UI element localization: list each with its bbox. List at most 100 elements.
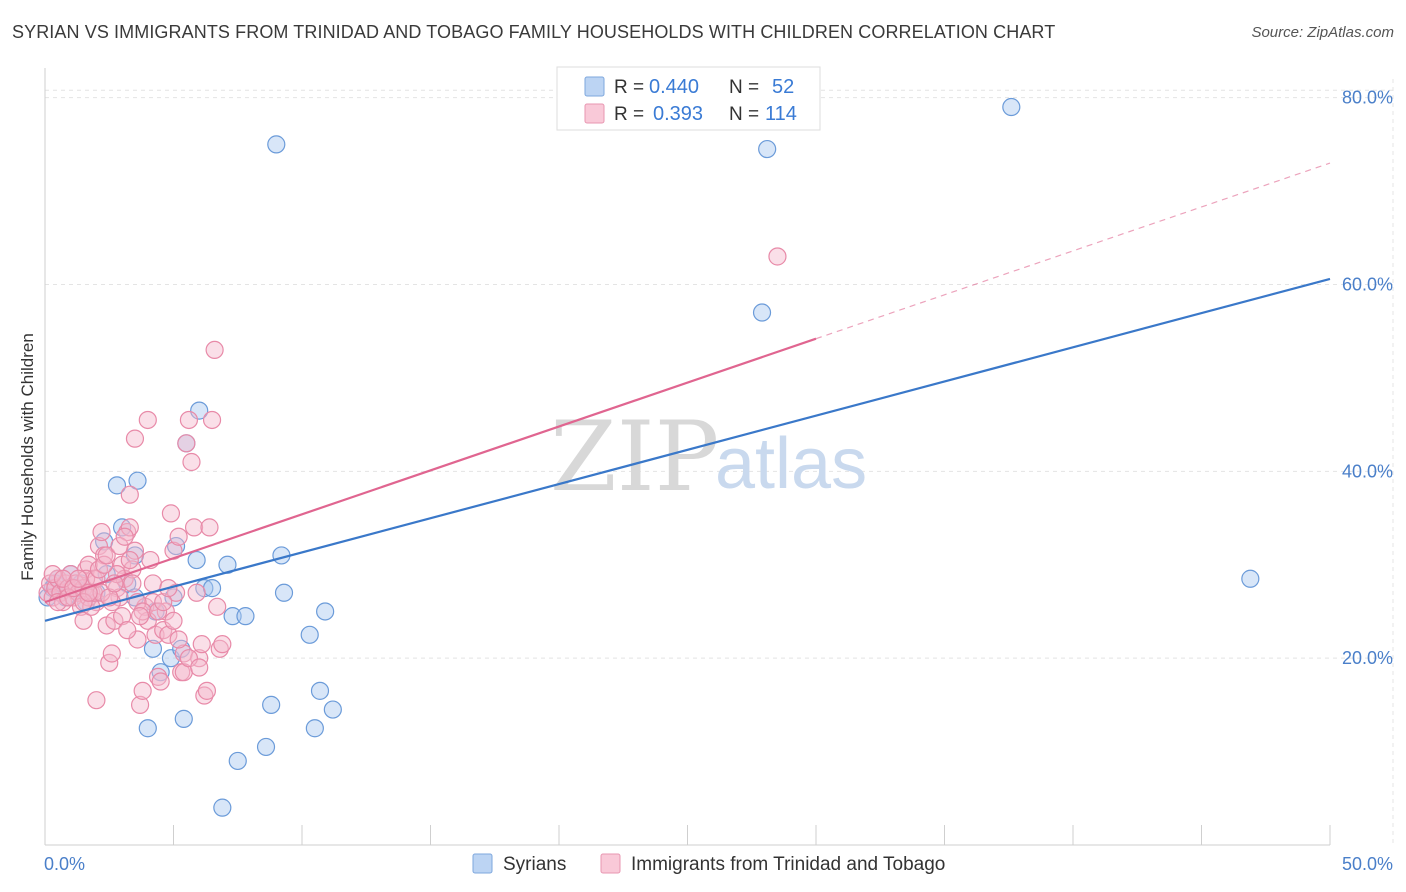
point-trinidad [92, 522, 111, 542]
point-syrians [174, 709, 193, 728]
y-tick-label: 80.0% [1342, 88, 1393, 108]
point-trinidad [202, 410, 222, 430]
point-trinidad [200, 518, 219, 537]
point-trinidad [53, 569, 73, 588]
point-trinidad [115, 527, 134, 546]
point-trinidad [128, 630, 147, 649]
point-trinidad [159, 625, 178, 644]
point-trinidad [190, 658, 209, 677]
point-syrians [323, 700, 342, 719]
legend-r-value-2: 0.393 [653, 103, 703, 125]
point-syrians [128, 471, 147, 490]
point-trinidad [768, 247, 787, 266]
point-trinidad [87, 691, 106, 710]
point-trinidad [130, 695, 150, 714]
point-syrians [305, 719, 324, 738]
point-trinidad [169, 630, 188, 649]
point-syrians [202, 579, 222, 598]
point-syrians [228, 751, 247, 771]
watermark-zip: ZIP [550, 401, 719, 513]
trend-line-syrians [44, 277, 1331, 622]
point-trinidad [190, 649, 209, 668]
point-trinidad [169, 527, 188, 546]
source-label: Source: ZipAtlas.com [1251, 24, 1394, 41]
point-syrians [300, 625, 319, 644]
point-syrians [262, 695, 281, 714]
point-trinidad [118, 621, 137, 640]
legend-swatch-trinidad [584, 103, 605, 124]
point-syrians [107, 476, 127, 495]
point-trinidad [161, 504, 181, 523]
x-tick-label: 0.0% [44, 854, 85, 874]
point-trinidad [120, 518, 139, 537]
legend-n-label-2: N = [729, 104, 759, 125]
legend-r-value-1: 0.440 [649, 76, 699, 98]
point-trinidad [154, 593, 173, 612]
point-trinidad [205, 340, 224, 360]
point-trinidad [102, 644, 121, 663]
point-trinidad [179, 410, 199, 430]
point-syrians [1241, 569, 1260, 588]
bottom-legend: Syrians Immigrants from Trinidad and Tob… [472, 853, 945, 875]
legend-n-label-1: N = [729, 77, 759, 98]
point-trinidad [48, 593, 67, 612]
point-syrians [267, 135, 286, 154]
legend: R = 0.440 N = 52 R = 0.393 N = 114 [556, 66, 821, 131]
legend-r-label-1: R = [614, 77, 644, 98]
point-trinidad [74, 611, 93, 630]
watermark: ZIP atlas [550, 401, 867, 513]
point-trinidad [43, 564, 62, 584]
point-syrians [190, 401, 209, 420]
point-syrians [1002, 97, 1021, 117]
point-trinidad [133, 681, 152, 700]
point-trinidad [192, 635, 211, 654]
y-tick-label: 20.0% [1342, 648, 1393, 668]
legend-n-value-1: 52 [772, 76, 794, 98]
point-trinidad [120, 485, 139, 504]
bottom-legend-label-trinidad: Immigrants from Trinidad and Tobago [631, 854, 945, 875]
point-syrians [752, 303, 772, 322]
bottom-legend-swatch-trinidad [600, 853, 621, 874]
point-trinidad [179, 649, 199, 668]
point-trinidad [143, 593, 163, 612]
point-trinidad [164, 611, 183, 630]
y-tick-label: 60.0% [1342, 275, 1393, 295]
point-trinidad [89, 536, 109, 556]
trend-line-trinidad-extrapolated [815, 162, 1331, 340]
point-trinidad [213, 635, 232, 654]
point-syrians [143, 639, 163, 658]
point-trinidad [123, 574, 142, 593]
watermark-atlas: atlas [715, 424, 867, 504]
legend-swatch-syrians [584, 76, 605, 97]
point-trinidad [79, 555, 98, 574]
point-trinidad [148, 602, 168, 621]
point-trinidad [197, 681, 217, 700]
point-syrians [274, 583, 294, 602]
point-trinidad [125, 429, 145, 448]
point-trinidad [120, 550, 139, 570]
point-trinidad [112, 607, 132, 626]
point-trinidad [184, 518, 204, 537]
point-syrians [138, 719, 157, 738]
point-trinidad [130, 607, 150, 626]
point-syrians [187, 550, 206, 570]
point-trinidad [69, 569, 88, 588]
point-syrians [316, 602, 335, 621]
point-syrians [310, 681, 330, 700]
trend-lines [44, 162, 1331, 622]
x-tick-label: 50.0% [1342, 854, 1393, 874]
point-trinidad [177, 434, 196, 453]
point-trinidad [208, 597, 227, 616]
legend-r-label-2: R = [614, 104, 644, 125]
y-tick-label: 40.0% [1342, 461, 1393, 481]
bottom-legend-swatch-syrians [472, 853, 493, 874]
bottom-legend-label-syrians: Syrians [503, 854, 566, 875]
point-syrians [213, 798, 232, 817]
point-trinidad [187, 583, 206, 602]
point-syrians [236, 607, 255, 626]
point-trinidad [97, 546, 116, 565]
point-trinidad [110, 536, 129, 556]
tick-labels: 20.0% 40.0% 60.0% 80.0% 0.0% 50.0% [44, 88, 1393, 874]
point-trinidad [182, 452, 201, 472]
